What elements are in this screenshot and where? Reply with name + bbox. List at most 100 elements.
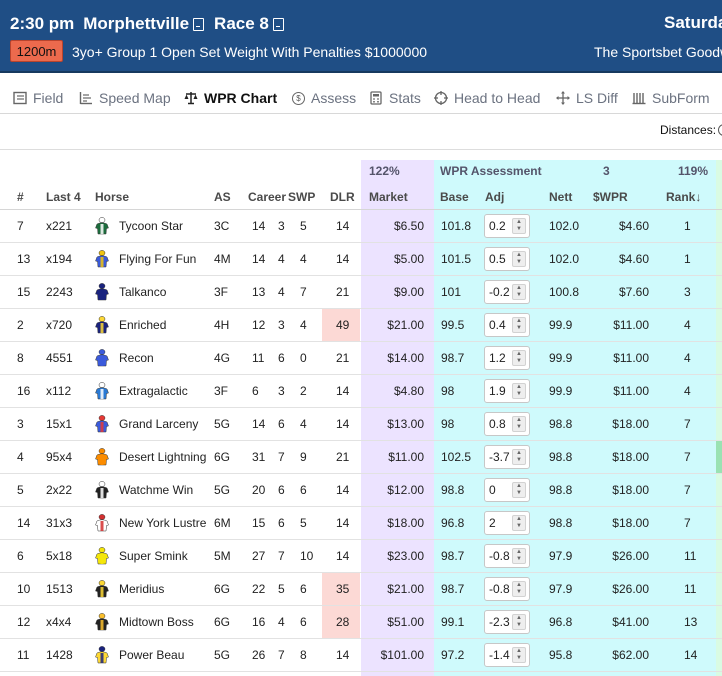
wpr-assessment-value: 3 bbox=[603, 164, 610, 178]
adjustment-stepper[interactable]: 0.8 ▲ ▼ bbox=[484, 412, 530, 436]
horse-name[interactable]: Enriched bbox=[119, 318, 167, 332]
col-as[interactable]: AS bbox=[214, 190, 231, 204]
horse-name[interactable]: Extragalactic bbox=[119, 384, 188, 398]
adjustment-stepper[interactable]: 2 ▲ ▼ bbox=[484, 511, 530, 535]
jockey-silk-icon bbox=[95, 382, 109, 400]
horse-name[interactable]: Power Beau bbox=[119, 648, 185, 662]
days-since-last-run: 14 bbox=[336, 384, 350, 398]
stepper-arrows-icon[interactable]: ▲ ▼ bbox=[512, 515, 526, 531]
col-adj[interactable]: Adj bbox=[485, 190, 505, 204]
stepper-arrows-icon[interactable]: ▲ ▼ bbox=[512, 350, 526, 366]
stepper-arrows-icon[interactable]: ▲ ▼ bbox=[512, 548, 526, 564]
horse-name[interactable]: Flying For Fun bbox=[119, 252, 197, 266]
table-row[interactable]: 6 5x18 5M 27 7 10 14 $23.00 98.7 97.9 $26.00 11 Supe… bbox=[0, 540, 722, 573]
stepper-arrows-icon[interactable]: ▲ ▼ bbox=[512, 416, 526, 432]
col-num[interactable]: # bbox=[17, 190, 24, 204]
adjustment-stepper[interactable]: 1.2 ▲ ▼ bbox=[484, 346, 530, 370]
col-horse[interactable]: Horse bbox=[95, 190, 130, 204]
horse-name[interactable]: Super Smink bbox=[119, 549, 188, 563]
col-nett[interactable]: Nett bbox=[549, 190, 573, 204]
horse-name[interactable]: Recon bbox=[119, 351, 154, 365]
adjustment-stepper[interactable]: -0.2 ▲ ▼ bbox=[484, 280, 530, 304]
career-wins: 5 bbox=[278, 582, 285, 596]
table-row[interactable]: 7 x221 3C 14 3 5 14 $6.50 101.8 102.0 $4.60 1 Tycoon… bbox=[0, 210, 722, 243]
adjustment-stepper[interactable]: -2.3 ▲ ▼ bbox=[484, 610, 530, 634]
adjustment-stepper[interactable]: 0.2 ▲ ▼ bbox=[484, 214, 530, 238]
table-row[interactable]: 8 4551 4G 11 6 0 21 $14.00 98.7 99.9 $11.00 4 Recon 1… bbox=[0, 342, 722, 375]
adjustment-stepper[interactable]: -3.7 ▲ ▼ bbox=[484, 445, 530, 469]
col-swp[interactable]: SWP bbox=[288, 190, 316, 204]
wpr-price: $11.00 bbox=[613, 384, 649, 398]
col-career[interactable]: Career bbox=[248, 190, 287, 204]
adjustment-value: 0.2 bbox=[489, 219, 506, 233]
tab-subform[interactable]: SubForm bbox=[632, 89, 710, 107]
jockey-silk-icon bbox=[95, 580, 109, 598]
tab-wpr-chart[interactable]: WPR Chart bbox=[184, 89, 277, 107]
career-starts: 14 bbox=[252, 252, 266, 266]
venue-document-icon[interactable] bbox=[193, 17, 205, 31]
stepper-arrows-icon[interactable]: ▲ ▼ bbox=[512, 482, 526, 498]
adjustment-stepper[interactable]: 0 ▲ ▼ bbox=[484, 478, 530, 502]
horse-name[interactable]: Desert Lightning bbox=[119, 450, 207, 464]
table-row[interactable]: 14 31x3 6M 15 6 5 14 $18.00 96.8 98.8 $18.00 7 New Y… bbox=[0, 507, 722, 540]
horse-name[interactable]: Watchme Win bbox=[119, 483, 194, 497]
horse-name[interactable]: Meridius bbox=[119, 582, 165, 596]
tab-assess[interactable]: $ Assess bbox=[292, 89, 356, 107]
col-rank[interactable]: Rank↓ bbox=[666, 190, 702, 204]
table-row[interactable]: 16 x112 3F 6 3 2 14 $4.80 98 99.9 $11.00 4 Extragala… bbox=[0, 375, 722, 408]
adjustment-stepper[interactable]: 0.5 ▲ ▼ bbox=[484, 247, 530, 271]
table-row[interactable]: 12 x4x4 6G 16 4 6 28 $51.00 99.1 96.8 $41.00 13 Midt… bbox=[0, 606, 722, 639]
target-icon bbox=[434, 91, 448, 105]
days-since-last-run: 14 bbox=[336, 516, 350, 530]
stepper-arrows-icon[interactable]: ▲ ▼ bbox=[512, 383, 526, 399]
stepper-arrows-icon[interactable]: ▲ ▼ bbox=[512, 218, 526, 234]
stepper-arrows-icon[interactable]: ▲ ▼ bbox=[512, 449, 526, 465]
table-row[interactable]: 3 15x1 5G 14 6 4 14 $13.00 98 98.8 $18.00 7 Grand La… bbox=[0, 408, 722, 441]
horse-name[interactable]: Tycoon Star bbox=[119, 219, 184, 233]
stepper-arrows-icon[interactable]: ▲ ▼ bbox=[512, 251, 526, 267]
adjustment-stepper[interactable]: 0.4 ▲ ▼ bbox=[484, 313, 530, 337]
horse-name[interactable]: Midtown Boss bbox=[119, 615, 194, 629]
table-row[interactable]: 13 x194 4M 14 4 4 14 $5.00 101.5 102.0 $4.60 1 Flyin… bbox=[0, 243, 722, 276]
last-four: x4x4 bbox=[46, 615, 72, 629]
race-document-icon[interactable] bbox=[272, 17, 284, 31]
tab-field[interactable]: Field bbox=[13, 89, 63, 107]
adjustment-stepper[interactable]: -1.4 ▲ ▼ bbox=[484, 643, 530, 667]
table-row[interactable]: 11 1428 5G 26 7 8 14 $101.00 97.2 95.8 $62.00 14 Pow… bbox=[0, 639, 722, 672]
table-row[interactable]: 4 95x4 6G 31 7 9 21 $11.00 102.5 98.8 $18.00 7 Deser… bbox=[0, 441, 722, 474]
tab-speed-map[interactable]: Speed Map bbox=[79, 89, 171, 107]
stepper-arrows-icon[interactable]: ▲ ▼ bbox=[512, 614, 526, 630]
career-places: 6 bbox=[300, 582, 307, 596]
adjustment-value: 0.8 bbox=[489, 417, 506, 431]
stepper-arrows-icon[interactable]: ▲ ▼ bbox=[512, 317, 526, 333]
col-last4[interactable]: Last 4 bbox=[46, 190, 81, 204]
adjustment-stepper[interactable]: -0.8 ▲ ▼ bbox=[484, 544, 530, 568]
col-dlr[interactable]: DLR bbox=[330, 190, 355, 204]
adjustment-stepper[interactable]: 1.9 ▲ ▼ bbox=[484, 379, 530, 403]
table-row[interactable]: 5 2x22 5G 20 6 6 14 $12.00 98.8 98.8 $18.00 7 Watchm… bbox=[0, 474, 722, 507]
col-base[interactable]: Base bbox=[440, 190, 469, 204]
stepper-arrows-icon[interactable]: ▲ ▼ bbox=[512, 284, 526, 300]
nett-rating: 99.9 bbox=[549, 384, 573, 398]
horse-name[interactable]: Talkanco bbox=[119, 285, 167, 299]
table-row[interactable]: 10 1513 6G 22 5 6 35 $21.00 98.7 97.9 $26.00 11 Meri… bbox=[0, 573, 722, 606]
venue-name[interactable]: Morphettville bbox=[83, 14, 190, 33]
horse-name[interactable]: Grand Larceny bbox=[119, 417, 199, 431]
distances-toggle[interactable] bbox=[718, 124, 722, 136]
col-wpr[interactable]: $WPR bbox=[593, 190, 628, 204]
tab-ls-diff[interactable]: LS Diff bbox=[556, 89, 618, 107]
stepper-arrows-icon[interactable]: ▲ ▼ bbox=[512, 647, 526, 663]
stepper-arrows-icon[interactable]: ▲ ▼ bbox=[512, 581, 526, 597]
tab-stats[interactable]: Stats bbox=[369, 89, 421, 107]
table-row[interactable]: 15 2243 3F 13 4 7 21 $9.00 101 100.8 $7.60 3 Talkanc… bbox=[0, 276, 722, 309]
race-number[interactable]: Race 8 bbox=[214, 14, 269, 33]
runner-number: 11 bbox=[17, 648, 30, 662]
nett-rating: 96.8 bbox=[549, 615, 573, 629]
tab-head-to-head[interactable]: Head to Head bbox=[434, 89, 540, 107]
table-row[interactable]: 2 x720 4H 12 3 4 49 $21.00 99.5 99.9 $11.00 4 Enrich… bbox=[0, 309, 722, 342]
adjustment-stepper[interactable]: -0.8 ▲ ▼ bbox=[484, 577, 530, 601]
days-since-last-run: 35 bbox=[336, 582, 350, 596]
horse-name[interactable]: New York Lustre bbox=[119, 516, 207, 530]
col-market[interactable]: Market bbox=[369, 190, 408, 204]
career-starts: 27 bbox=[252, 549, 266, 563]
